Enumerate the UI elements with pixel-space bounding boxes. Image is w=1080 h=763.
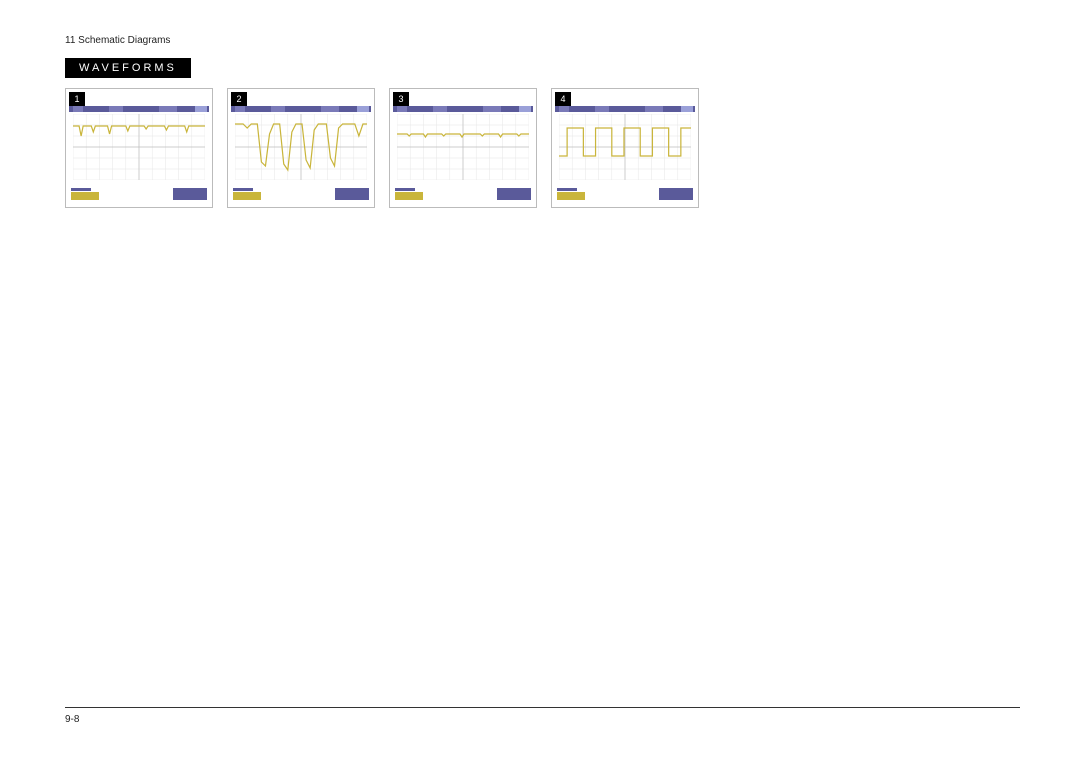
oscilloscope-screenshot bbox=[69, 92, 209, 204]
waveform-thumbnail: 3 bbox=[389, 88, 537, 208]
footer-rule bbox=[65, 707, 1020, 708]
scope-footer bbox=[231, 190, 371, 200]
scope-footer bbox=[393, 190, 533, 200]
thumbnail-badge: 1 bbox=[69, 92, 85, 106]
scope-plot bbox=[73, 114, 205, 180]
oscilloscope-screenshot bbox=[231, 92, 371, 204]
scope-info-block bbox=[659, 188, 693, 200]
thumbnail-badge: 4 bbox=[555, 92, 571, 106]
thumbnail-badge: 3 bbox=[393, 92, 409, 106]
waveform-thumbnail: 4 bbox=[551, 88, 699, 208]
section-title: WAVEFORMS bbox=[65, 58, 191, 78]
scope-channel-chip bbox=[233, 192, 261, 200]
scope-plot bbox=[235, 114, 367, 180]
scope-menu-bar bbox=[393, 106, 533, 112]
scope-channel-chip bbox=[395, 192, 423, 200]
scope-channel-chip bbox=[557, 192, 585, 200]
document-page: 11 Schematic Diagrams WAVEFORMS 1 bbox=[0, 0, 1080, 763]
thumbnail-badge: 2 bbox=[231, 92, 247, 106]
scope-info-block bbox=[173, 188, 207, 200]
scope-menu-bar bbox=[555, 106, 695, 112]
page-number: 9-8 bbox=[65, 714, 79, 725]
scope-channel-chip bbox=[71, 192, 99, 200]
scope-menu-bar bbox=[231, 106, 371, 112]
waveform-thumbnail-row: 1 bbox=[65, 88, 1020, 208]
waveform-thumbnail: 1 bbox=[65, 88, 213, 208]
page-header: 11 Schematic Diagrams bbox=[65, 35, 1020, 46]
oscilloscope-screenshot bbox=[393, 92, 533, 204]
oscilloscope-screenshot bbox=[555, 92, 695, 204]
scope-footer bbox=[69, 190, 209, 200]
waveform-thumbnail: 2 bbox=[227, 88, 375, 208]
scope-menu-bar bbox=[69, 106, 209, 112]
scope-info-block bbox=[335, 188, 369, 200]
scope-footer bbox=[555, 190, 695, 200]
scope-plot bbox=[397, 114, 529, 180]
scope-info-block bbox=[497, 188, 531, 200]
scope-plot bbox=[559, 114, 691, 180]
